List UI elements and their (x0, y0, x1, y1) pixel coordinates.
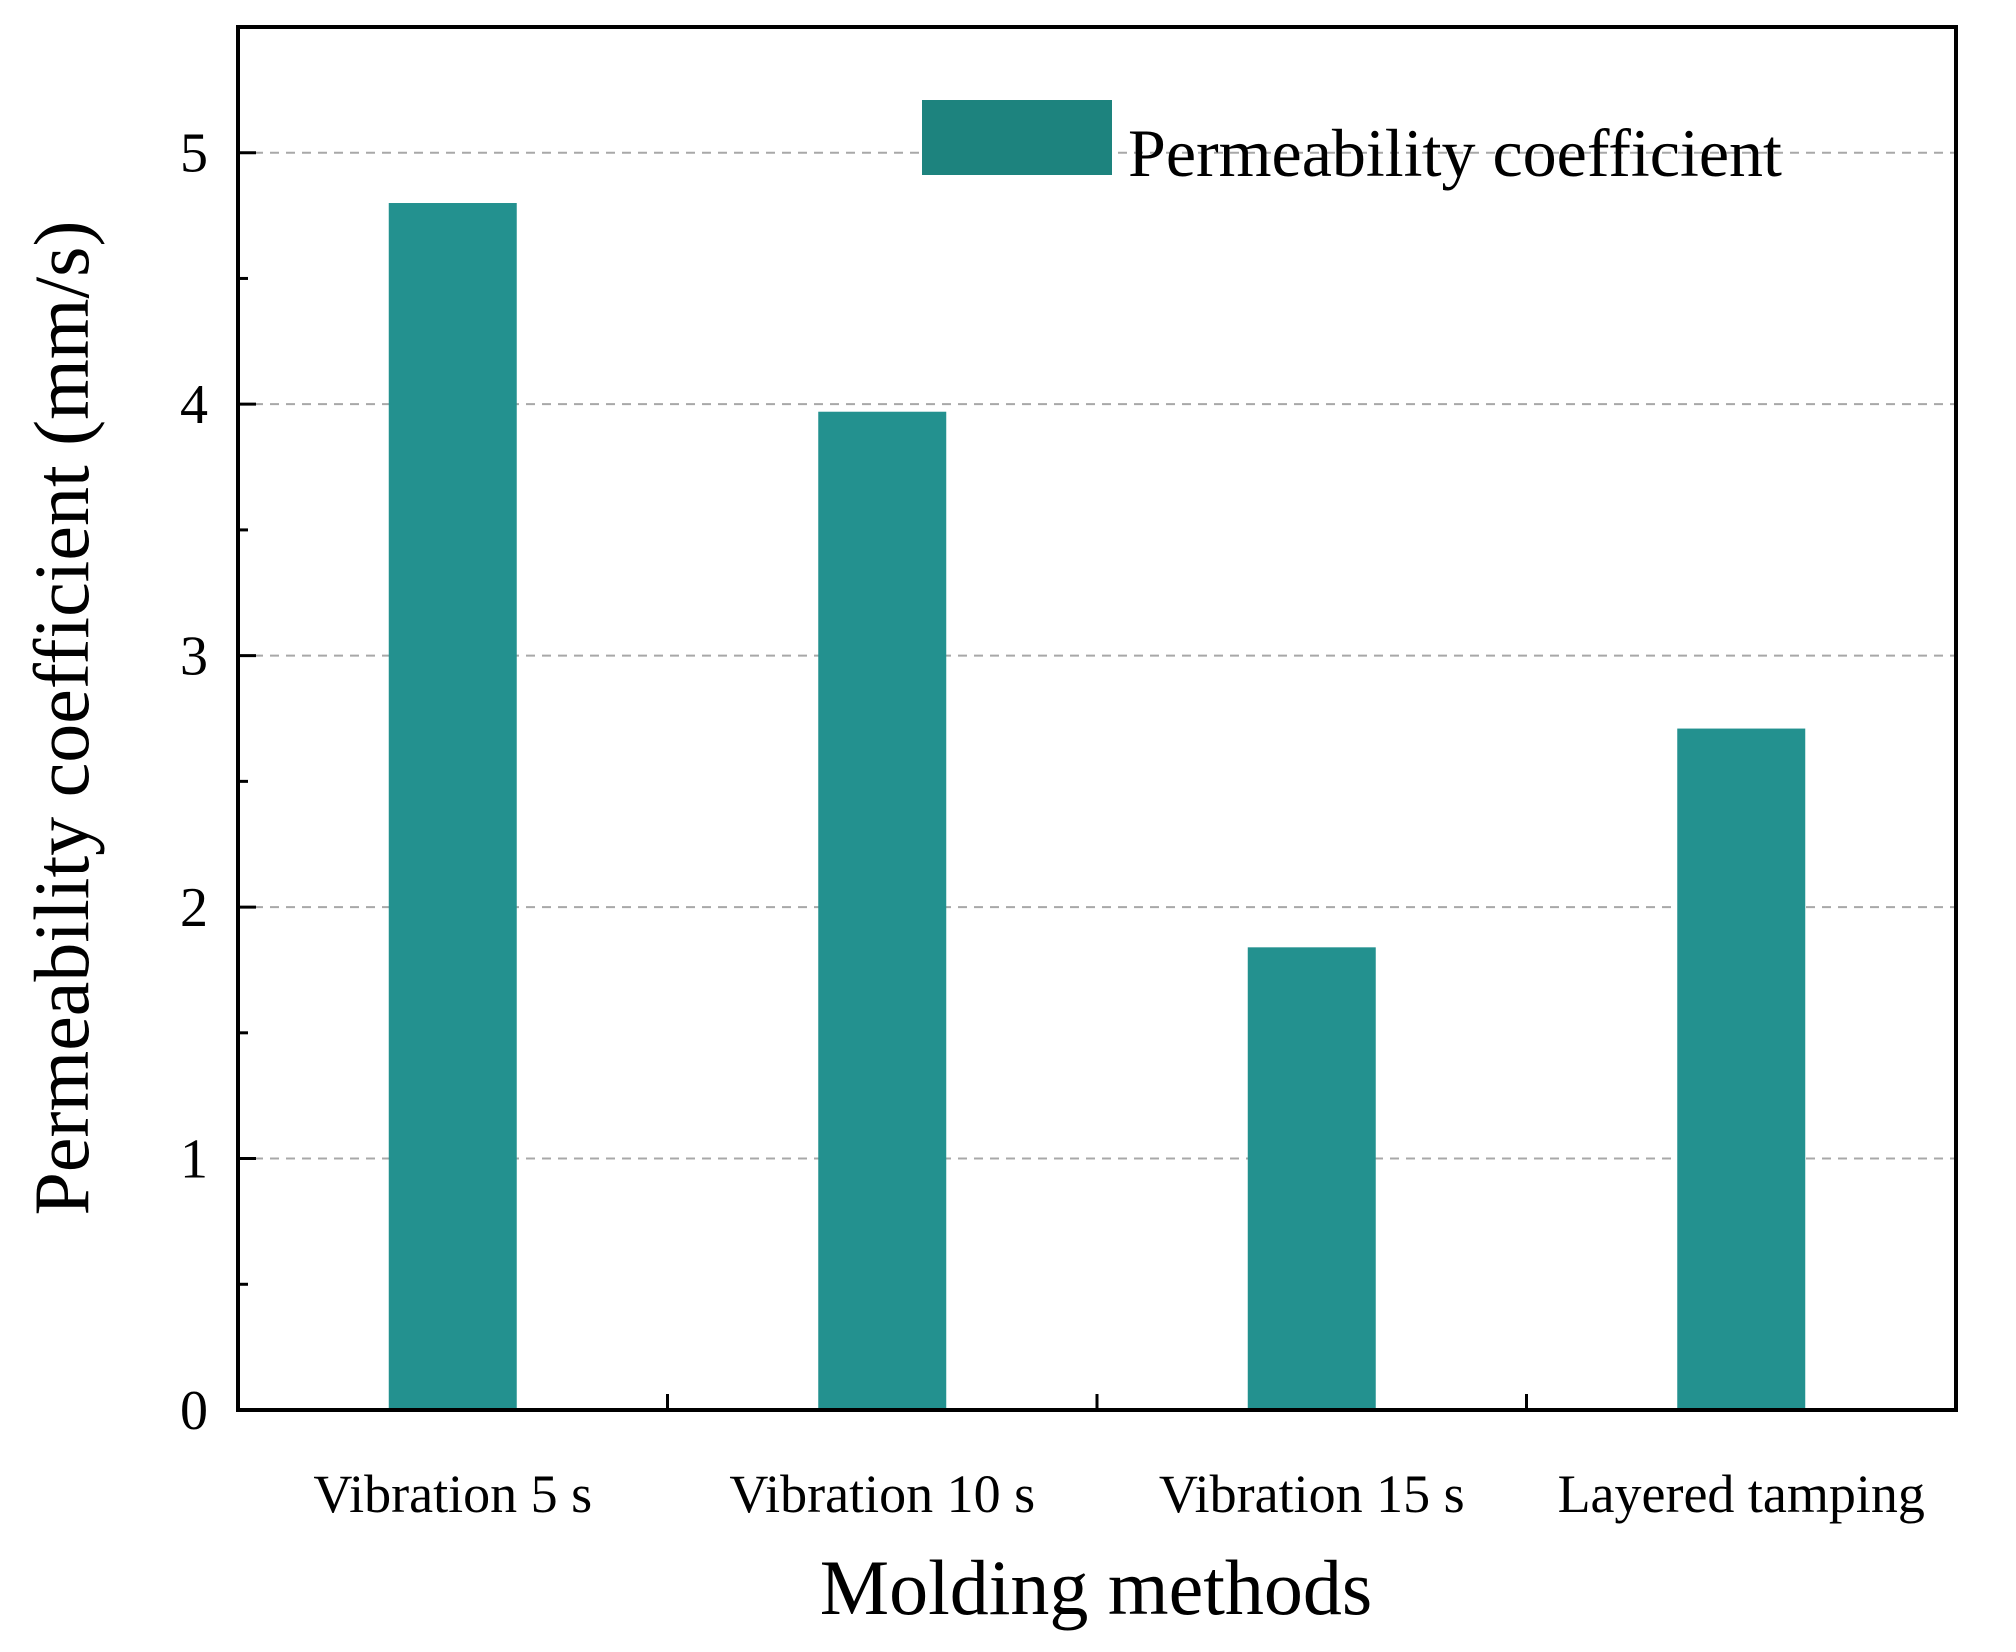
bar-2 (818, 411, 947, 1410)
axis-ticks (238, 151, 1528, 1412)
x-category-label-1: Vibration 5 s (313, 1464, 592, 1524)
bar-3 (1247, 947, 1376, 1410)
legend: Permeability coefficient (922, 100, 1782, 191)
legend-swatch (922, 100, 1112, 175)
x-category-label-4: Layered tamping (1558, 1464, 1925, 1524)
y-tick-label-1: 1 (180, 1129, 208, 1191)
bars (388, 203, 1806, 1410)
y-tick-label-2: 2 (180, 877, 208, 939)
x-category-label-3: Vibration 15 s (1159, 1464, 1465, 1524)
y-tick-label-0: 0 (180, 1380, 208, 1442)
y-tick-labels: 0 1 2 3 4 5 (180, 123, 208, 1442)
y-tick-label-5: 5 (180, 123, 208, 185)
y-tick-label-4: 4 (180, 374, 208, 436)
x-category-label-2: Vibration 10 s (729, 1464, 1035, 1524)
x-axis-title: Molding methods (820, 1544, 1373, 1631)
y-tick-label-3: 3 (180, 626, 208, 688)
bar-1 (388, 203, 517, 1410)
legend-label: Permeability coefficient (1128, 115, 1782, 191)
bar-4 (1677, 728, 1806, 1410)
gridlines (238, 151, 1956, 1160)
x-category-labels: Vibration 5 s Vibration 10 s Vibration 15 … (313, 1464, 1925, 1524)
y-axis-title: Permeability coefficient (mm/s) (18, 221, 105, 1216)
